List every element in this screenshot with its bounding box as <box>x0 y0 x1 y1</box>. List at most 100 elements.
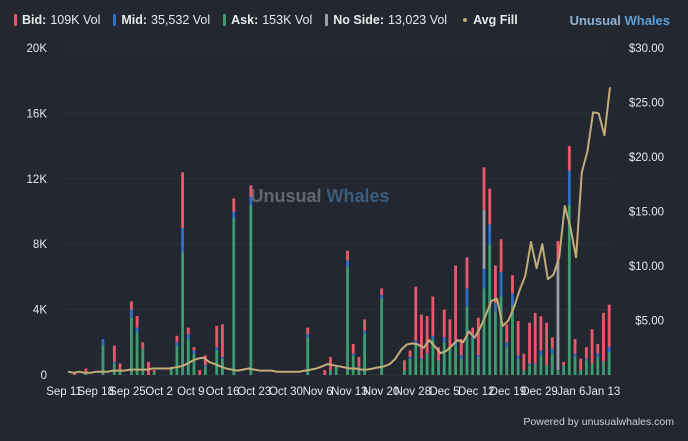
mid-bar[interactable] <box>596 353 600 358</box>
ask-bar[interactable] <box>357 366 361 375</box>
ask-bar[interactable] <box>249 204 253 375</box>
mid-bar[interactable] <box>516 355 520 359</box>
ask-bar[interactable] <box>505 347 509 375</box>
bid-bar[interactable] <box>573 339 577 354</box>
bid-bar[interactable] <box>408 350 412 358</box>
mid-bar[interactable] <box>420 358 423 361</box>
bid-bar[interactable] <box>488 188 492 225</box>
legend-item-no-side[interactable]: No Side: 13,023 Vol <box>325 13 447 27</box>
ask-bar[interactable] <box>573 357 577 375</box>
ask-bar[interactable] <box>567 204 571 375</box>
ask-bar[interactable] <box>334 366 338 375</box>
ask-bar[interactable] <box>175 345 179 375</box>
ask-bar[interactable] <box>539 355 543 375</box>
bid-bar[interactable] <box>596 343 600 354</box>
ask-bar[interactable] <box>363 334 367 375</box>
ask-bar[interactable] <box>488 244 492 375</box>
mid-bar[interactable] <box>459 355 463 359</box>
ask-bar[interactable] <box>402 370 406 375</box>
bid-bar[interactable] <box>192 347 196 351</box>
ask-bar[interactable] <box>141 348 145 375</box>
ask-bar[interactable] <box>476 357 480 375</box>
bid-bar[interactable] <box>607 304 611 348</box>
bid-bar[interactable] <box>203 355 207 366</box>
bid-bar[interactable] <box>306 327 310 335</box>
ask-bar[interactable] <box>499 296 503 375</box>
mid-bar[interactable] <box>101 339 105 346</box>
bid-bar[interactable] <box>215 325 219 348</box>
bid-bar[interactable] <box>476 317 480 356</box>
bid-bar[interactable] <box>550 337 554 349</box>
no-side-bar[interactable] <box>556 260 560 371</box>
mid-bar[interactable] <box>408 357 412 359</box>
brand-logo[interactable]: Unusual Whales <box>569 12 670 28</box>
mid-bar[interactable] <box>192 350 196 354</box>
ask-bar[interactable] <box>579 370 583 375</box>
bid-bar[interactable] <box>129 301 133 310</box>
bid-bar[interactable] <box>118 363 122 371</box>
ask-bar[interactable] <box>493 311 497 375</box>
ask-bar[interactable] <box>232 218 236 375</box>
bid-bar[interactable] <box>380 288 384 295</box>
mid-bar[interactable] <box>442 337 446 343</box>
mid-bar[interactable] <box>431 335 435 340</box>
ask-bar[interactable] <box>437 360 440 375</box>
mid-bar[interactable] <box>135 327 139 333</box>
bid-bar[interactable] <box>112 345 116 362</box>
mid-bar[interactable] <box>346 260 349 268</box>
mid-bar[interactable] <box>203 365 207 367</box>
bid-bar[interactable] <box>220 324 224 358</box>
legend-item-bid[interactable]: Bid: 109K Vol <box>14 13 100 27</box>
mid-bar[interactable] <box>129 309 133 318</box>
bid-bar[interactable] <box>141 342 145 349</box>
bid-bar[interactable] <box>431 296 435 336</box>
mid-bar[interactable] <box>511 293 514 305</box>
bid-bar[interactable] <box>459 339 463 356</box>
bid-bar[interactable] <box>567 146 571 171</box>
ask-bar[interactable] <box>550 353 554 375</box>
bid-bar[interactable] <box>602 312 605 362</box>
mid-bar[interactable] <box>186 334 190 340</box>
ask-bar[interactable] <box>482 288 486 375</box>
bid-bar[interactable] <box>539 316 543 351</box>
bid-bar[interactable] <box>420 314 423 359</box>
mid-bar[interactable] <box>493 303 497 312</box>
ask-bar[interactable] <box>192 353 196 375</box>
mid-bar[interactable] <box>528 363 531 366</box>
bid-bar[interactable] <box>522 353 526 371</box>
bid-bar[interactable] <box>323 370 327 375</box>
bid-bar[interactable] <box>442 309 446 338</box>
ask-bar[interactable] <box>380 298 384 375</box>
bid-bar[interactable] <box>584 347 588 359</box>
ask-bar[interactable] <box>516 358 520 375</box>
ask-bar[interactable] <box>329 370 332 375</box>
mid-bar[interactable] <box>380 294 384 299</box>
bid-bar[interactable] <box>152 370 156 372</box>
mid-bar[interactable] <box>584 358 588 361</box>
ask-bar[interactable] <box>556 370 560 375</box>
powered-by-footer[interactable]: Powered by unusualwhales.com <box>523 416 674 428</box>
mid-bar[interactable] <box>505 342 509 348</box>
ask-bar[interactable] <box>135 332 139 375</box>
ask-bar[interactable] <box>471 339 475 375</box>
mid-bar[interactable] <box>499 271 503 297</box>
bid-bar[interactable] <box>186 327 190 335</box>
ask-bar[interactable] <box>186 339 190 375</box>
mid-bar[interactable] <box>476 355 480 358</box>
bid-bar[interactable] <box>454 265 458 341</box>
ask-bar[interactable] <box>522 370 526 375</box>
bid-bar[interactable] <box>482 167 486 210</box>
bid-bar[interactable] <box>437 347 440 361</box>
mid-bar[interactable] <box>567 170 571 205</box>
bid-bar[interactable] <box>579 358 583 371</box>
mid-bar[interactable] <box>215 347 219 351</box>
ask-bar[interactable] <box>425 353 429 375</box>
mid-bar[interactable] <box>181 227 185 253</box>
bid-bar[interactable] <box>357 357 361 367</box>
bid-bar[interactable] <box>516 321 520 356</box>
mid-bar[interactable] <box>249 196 253 205</box>
mid-bar[interactable] <box>351 353 355 356</box>
ask-bar[interactable] <box>431 339 435 375</box>
ask-bar[interactable] <box>442 342 446 375</box>
bid-bar[interactable] <box>545 322 549 366</box>
